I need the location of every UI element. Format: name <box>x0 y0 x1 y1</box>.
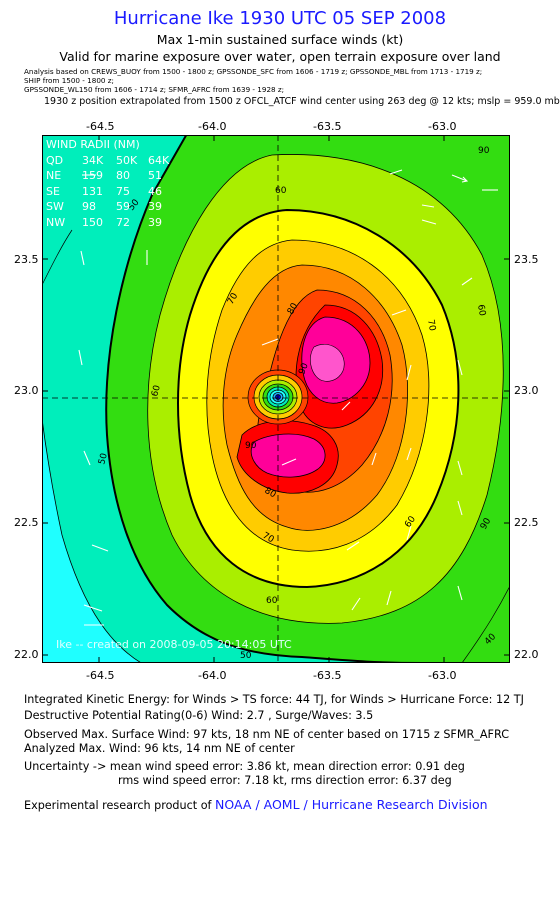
ike-summary: Integrated Kinetic Energy: for Winds > T… <box>24 693 524 706</box>
position-extrapolation-note: 1930 z position extrapolated from 1500 z… <box>44 96 560 107</box>
contour-label: 90 <box>297 362 310 376</box>
product-prefix: Experimental research product of <box>24 799 212 812</box>
x-tick-top: -63.5 <box>313 120 342 133</box>
wind-radii-row: NW 150 72 39 <box>46 215 176 231</box>
y-tick-left: 23.5 <box>14 253 39 266</box>
y-tick-right: 22.5 <box>514 516 539 529</box>
map-subtitle: Max 1-min sustained surface winds (kt) <box>156 32 404 47</box>
noaa-aoml-hrd-link[interactable]: NOAA / AOML / Hurricane Research Divisio… <box>215 797 488 812</box>
radii-cell: 75 <box>116 184 130 198</box>
wind-field-map: 90 60 50 70 60 80 60 70 90 50 80 90 90 7… <box>42 135 510 663</box>
radii-cell: 98 <box>82 200 96 214</box>
analysis-sources-line-2: SHIP from 1500 - 1800 z; <box>24 76 114 85</box>
y-tick-left: 22.5 <box>14 516 39 529</box>
wind-radii-row: NE 159 80 51 <box>46 168 176 184</box>
analysis-sources-line-1: Analysis based on CREWS_BUOY from 1500 -… <box>24 67 483 76</box>
radii-header-cell: QD <box>46 153 64 167</box>
x-tick-top: -63.0 <box>428 120 457 133</box>
x-tick-bottom: -64.0 <box>198 669 227 682</box>
radii-cell: 80 <box>116 169 130 183</box>
radii-cell: 72 <box>116 215 130 229</box>
radii-cell: SW <box>46 200 64 214</box>
map-title: Hurricane Ike 1930 UTC 05 SEP 2008 <box>113 8 447 29</box>
x-tick-bottom: -63.5 <box>313 669 342 682</box>
x-tick-top: -64.5 <box>86 120 115 133</box>
uncertainty-mean: Uncertainty -> mean wind speed error: 3.… <box>24 760 465 773</box>
destructive-potential-rating: Destructive Potential Rating(0-6) Wind: … <box>24 709 374 722</box>
observed-max-wind: Observed Max. Surface Wind: 97 kts, 18 n… <box>24 728 510 741</box>
analysis-sources-line-3: GPSSONDE_WL150 from 1606 - 1714 z; SFMR_… <box>24 85 285 94</box>
product-attribution: Experimental research product of NOAA / … <box>24 797 488 812</box>
y-tick-left: 23.0 <box>14 384 39 397</box>
uncertainty-rms: rms wind speed error: 7.18 kt, rms direc… <box>118 774 452 787</box>
radii-cell: NW <box>46 215 66 229</box>
contour-label: 60 <box>266 596 278 606</box>
contour-label: 70 <box>425 319 437 332</box>
radii-cell: NE <box>46 169 62 183</box>
radii-cell: 46 <box>148 184 162 198</box>
contour-labels: 90 60 50 70 60 80 60 70 90 50 80 90 90 7… <box>97 146 498 661</box>
wind-radii-title: WIND RADII (NM) <box>46 138 140 151</box>
contour-label: 90 <box>478 146 490 156</box>
x-tick-bottom: -64.5 <box>86 669 115 682</box>
map-frame <box>42 135 510 663</box>
contour-band-pink <box>310 343 345 382</box>
contour-line-40 <box>461 585 510 663</box>
contour-line-nw <box>42 229 73 286</box>
radii-cell: 159 <box>82 169 103 183</box>
radii-header-cell: 50K <box>116 153 138 167</box>
radii-cell: 39 <box>148 215 162 229</box>
radii-cell: 150 <box>82 215 103 229</box>
radii-header-cell: 34K <box>82 153 104 167</box>
axis-tick-marks <box>42 135 510 663</box>
radii-cell: 39 <box>148 200 162 214</box>
wind-radii-table: WIND RADII (NM) QD 34K 50K 64K NE 159 80 51 SE… <box>46 137 176 231</box>
contour-label: 50 <box>97 452 110 466</box>
wind-radii-row: SW 98 59 39 <box>46 199 176 215</box>
contour-label: 60 <box>275 186 287 196</box>
validity-note: Valid for marine exposure over water, op… <box>59 49 501 64</box>
contour-label: 50 <box>240 651 252 661</box>
y-tick-right: 22.0 <box>514 648 539 661</box>
radii-cell: 59 <box>116 200 130 214</box>
contour-label: 90 <box>245 441 257 451</box>
radii-cell: 131 <box>82 184 103 198</box>
x-tick-bottom: -63.0 <box>428 669 457 682</box>
y-tick-right: 23.0 <box>514 384 539 397</box>
analyzed-max-wind: Analyzed Max. Wind: 96 kts, 14 nm NE of … <box>24 742 295 755</box>
y-tick-left: 22.0 <box>14 648 39 661</box>
radii-cell: 51 <box>148 169 162 183</box>
radii-cell: SE <box>46 184 60 198</box>
y-tick-right: 23.5 <box>514 253 539 266</box>
wind-radii-row: SE 131 75 46 <box>46 184 176 200</box>
contour-label: 60 <box>150 384 163 398</box>
x-tick-top: -64.0 <box>198 120 227 133</box>
wind-vector-arrows <box>78 169 498 626</box>
creation-credit: Ike -- created on 2008-09-05 20:14:05 UT… <box>56 638 292 651</box>
wind-radii-header-row: QD 34K 50K 64K <box>46 153 176 169</box>
contour-band-magenta-south <box>250 433 326 478</box>
contour-label: 60 <box>475 304 487 317</box>
radii-header-cell: 64K <box>148 153 170 167</box>
